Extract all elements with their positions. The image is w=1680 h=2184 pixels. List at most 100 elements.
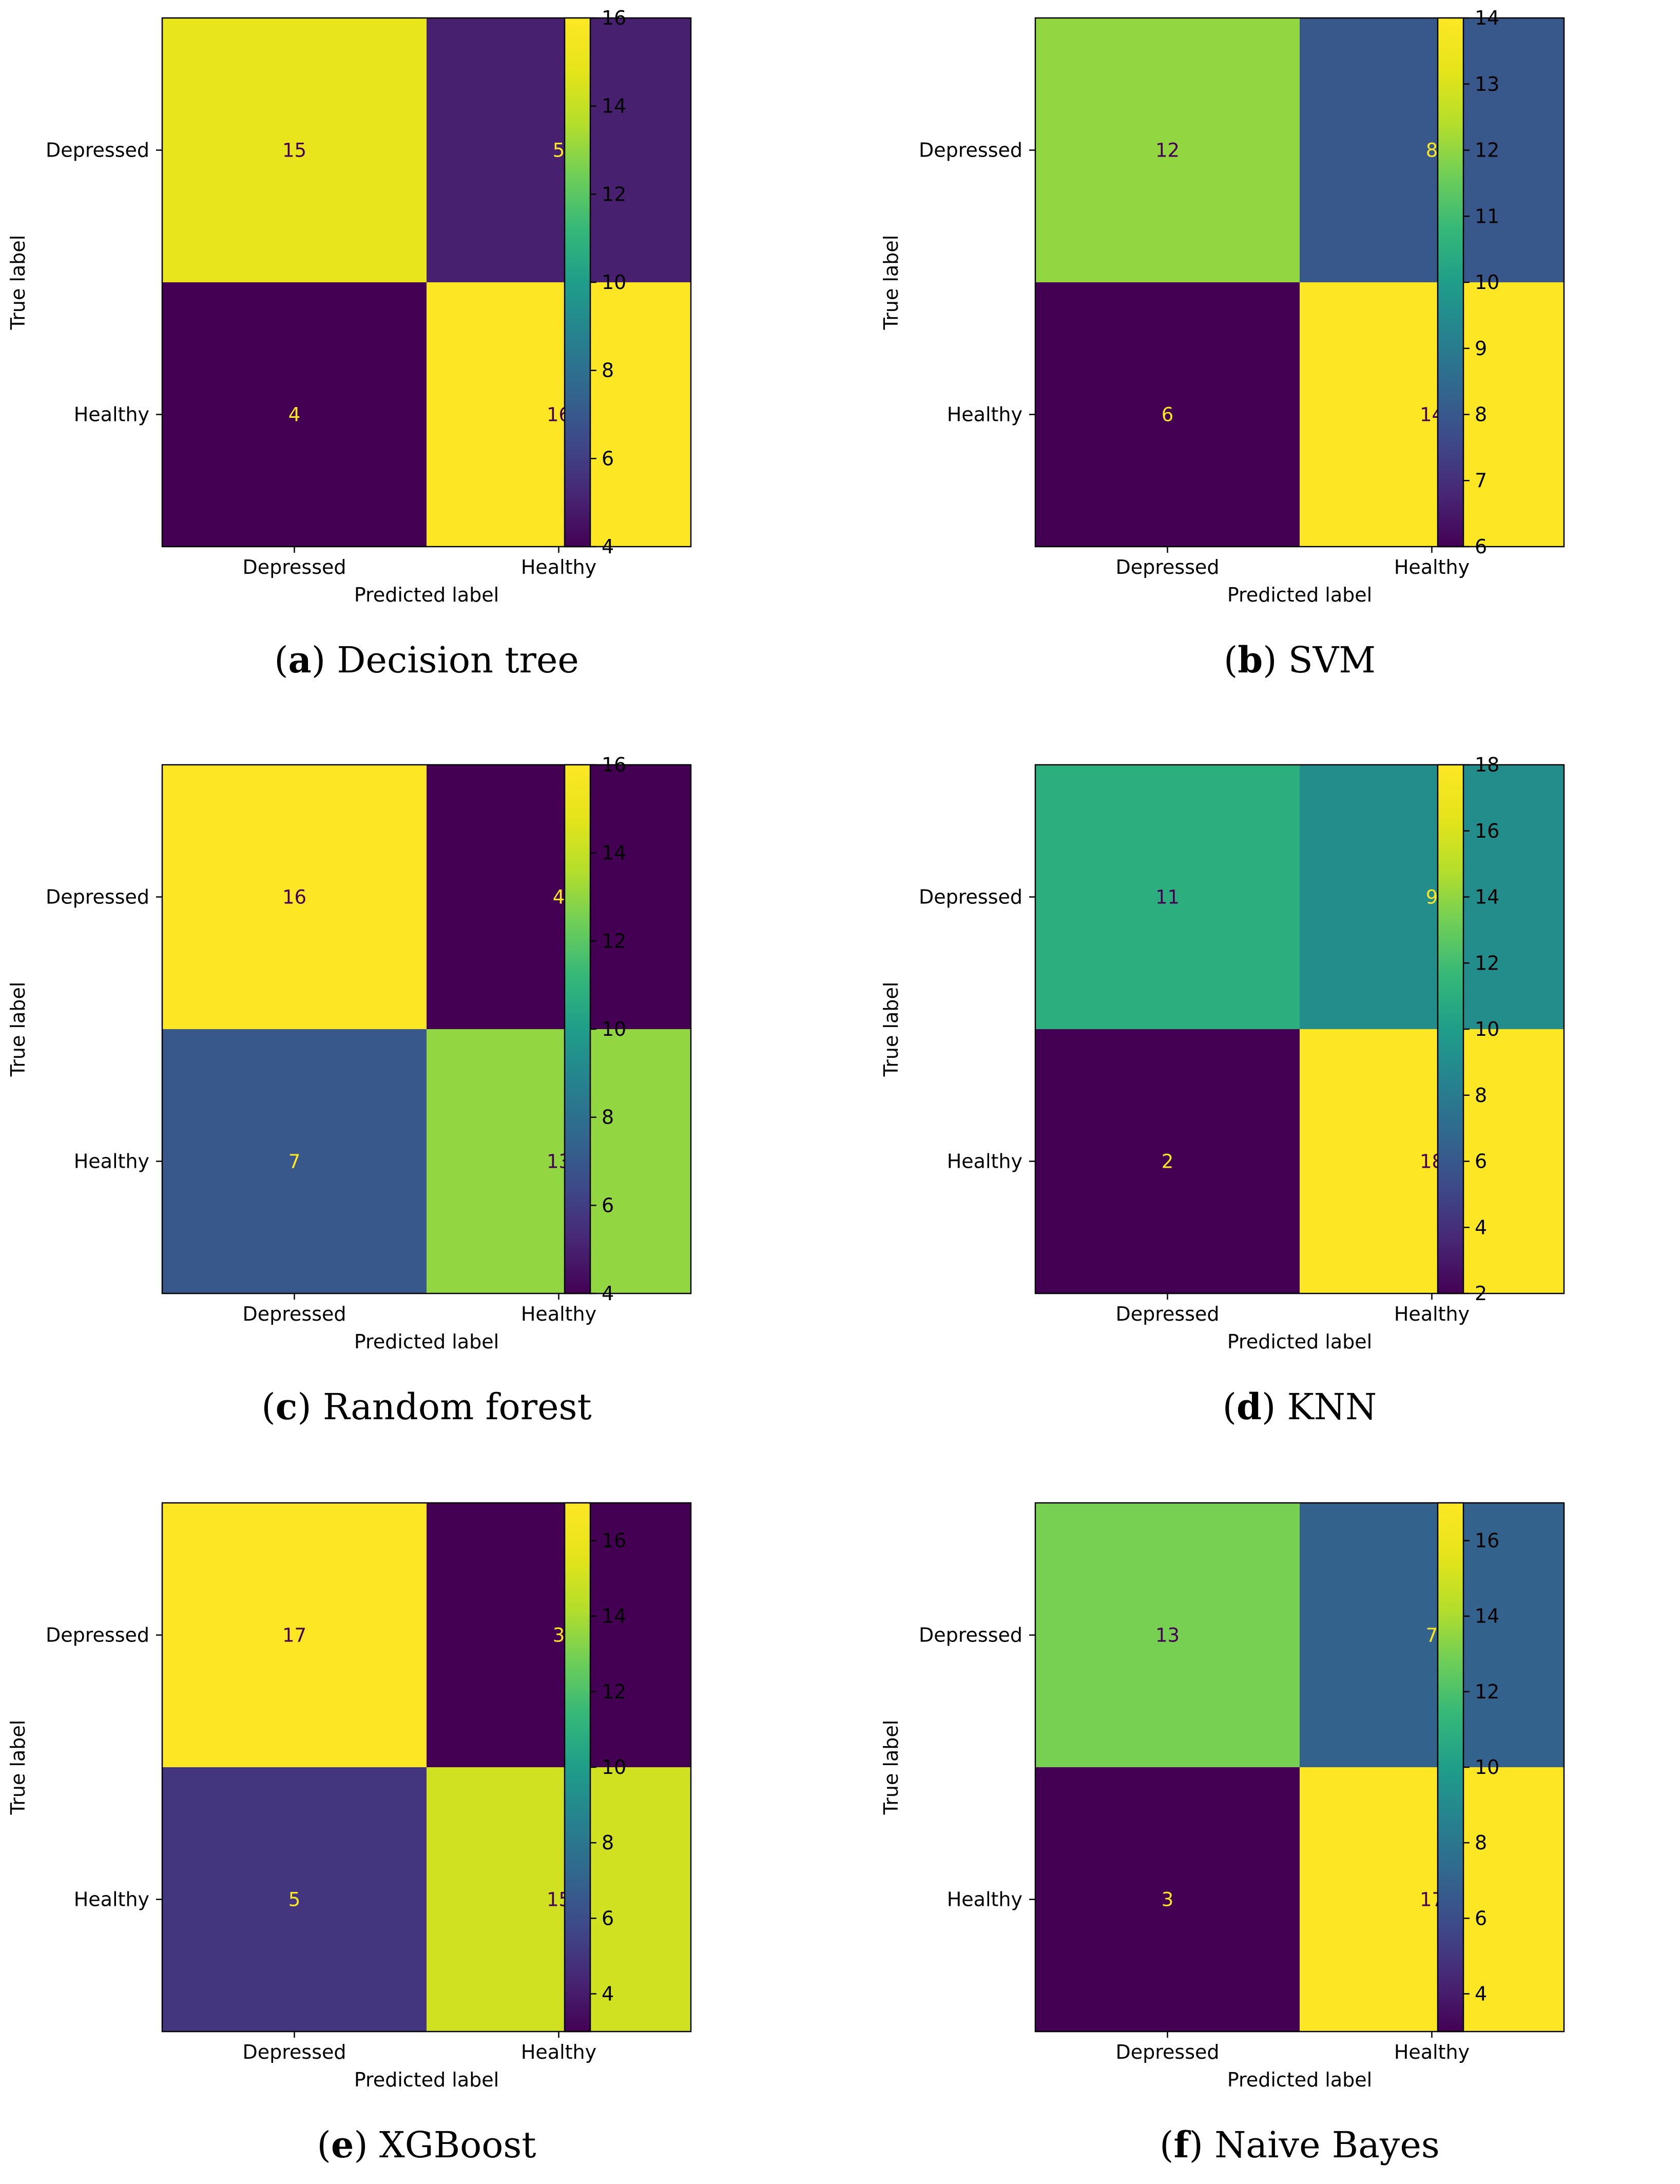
cell-value-label: 16 — [282, 886, 306, 909]
x-tick-label: Healthy — [521, 1303, 596, 1325]
caption-title: ) KNN — [1262, 1386, 1377, 1428]
caption-open-paren: ( — [317, 2124, 331, 2166]
matrix-cell — [1035, 765, 1300, 1029]
colorbar-tick-label: 12 — [1475, 1680, 1499, 1703]
colorbar-tick-label: 8 — [602, 1831, 614, 1854]
cell-value-label: 11 — [1155, 886, 1180, 909]
y-axis-label: True label — [7, 982, 29, 1077]
y-tick-label: Depressed — [919, 139, 1022, 162]
colorbar-tick-label: 6 — [602, 447, 614, 470]
x-tick-label: Healthy — [1394, 2041, 1470, 2063]
plot-frame — [161, 17, 692, 548]
x-axis-label: Predicted label — [1227, 1330, 1372, 1353]
confusion-matrix-d: 11 9 2 18 Depressed Healthy Depressed Healthy Pr… — [880, 753, 1565, 1428]
matrix-cell — [427, 282, 691, 547]
colorbar-tick-label: 4 — [602, 1982, 614, 2005]
colorbar-tick-label: 10 — [1475, 1756, 1499, 1779]
matrix-cell — [1035, 1767, 1300, 2032]
colorbar — [1437, 1502, 1464, 2033]
colorbar-tick-label: 6 — [1475, 1907, 1487, 1929]
matrix-cell — [1035, 18, 1300, 282]
matrix-cell — [427, 1029, 691, 1293]
colorbar-tick-label: 12 — [1475, 139, 1499, 162]
y-tick-label: Depressed — [46, 139, 149, 162]
caption-letter: a — [288, 639, 312, 681]
matrix-cell — [162, 1767, 427, 2032]
x-tick-label: Healthy — [521, 2041, 596, 2063]
caption-letter: d — [1237, 1385, 1262, 1428]
cell-value-label: 13 — [1155, 1625, 1180, 1647]
y-tick-label: Healthy — [947, 403, 1022, 426]
colorbar — [1437, 764, 1464, 1294]
colorbar-tick-label: 16 — [602, 7, 626, 29]
caption-title: ) Naive Bayes — [1189, 2124, 1440, 2166]
caption-open-paren: ( — [274, 639, 288, 681]
y-tick-label: Depressed — [919, 886, 1022, 909]
y-tick-label: Healthy — [947, 1888, 1022, 1911]
cell-value-label: 17 — [282, 1625, 306, 1647]
matrix-cell — [1035, 1503, 1300, 1767]
plot-frame — [1034, 17, 1565, 548]
subfigure-caption: (f) Naive Bayes — [1160, 2123, 1440, 2166]
subfigure-caption: (e) XGBoost — [317, 2123, 536, 2166]
colorbar-tick-label: 14 — [1475, 1605, 1499, 1628]
matrix-cell — [162, 765, 427, 1029]
colorbar-tick-label: 8 — [602, 359, 614, 382]
matrix-cell — [162, 1029, 427, 1293]
colorbar-tick-label: 14 — [602, 1605, 626, 1628]
matrix-cell — [427, 765, 691, 1029]
subfigure-caption: (b) SVM — [1224, 639, 1376, 681]
cell-value-label: 5 — [288, 1889, 301, 1911]
colorbar-tick-label: 12 — [1475, 952, 1499, 974]
cell-value-label: 7 — [288, 1151, 301, 1173]
x-tick-label: Depressed — [242, 2041, 346, 2063]
colorbar — [1437, 17, 1464, 548]
colorbar-tick-label: 14 — [602, 95, 626, 118]
colorbar — [564, 1502, 591, 2033]
cell-value-label: 7 — [1426, 1625, 1438, 1647]
y-axis-label: True label — [7, 1720, 29, 1815]
colorbar-tick-label: 4 — [602, 1282, 614, 1305]
x-tick-label: Depressed — [242, 1303, 346, 1325]
subfigure-caption: (d) KNN — [1223, 1385, 1377, 1428]
colorbar-tick-label: 14 — [1475, 7, 1499, 29]
colorbar-tick-label: 16 — [1475, 1530, 1499, 1552]
x-axis-label: Predicted label — [354, 1330, 499, 1353]
colorbar-tick-label: 8 — [1475, 1084, 1487, 1107]
caption-letter: e — [331, 2123, 354, 2166]
caption-letter: b — [1238, 639, 1263, 681]
cell-value-label: 9 — [1426, 886, 1438, 909]
caption-open-paren: ( — [261, 1386, 275, 1428]
x-axis-label: Predicted label — [354, 584, 499, 606]
caption-title: ) XGBoost — [354, 2124, 536, 2166]
colorbar — [564, 17, 591, 548]
colorbar-tick-label: 8 — [1475, 1831, 1487, 1854]
colorbar-tick-label: 6 — [1475, 1150, 1487, 1173]
colorbar-tick-label: 10 — [602, 271, 626, 294]
colorbar-tick-label: 13 — [1475, 73, 1499, 95]
colorbar-tick-label: 4 — [1475, 1216, 1487, 1239]
cell-value-label: 6 — [1162, 404, 1174, 426]
colorbar-tick-label: 12 — [602, 930, 626, 952]
colorbar-tick-label: 12 — [602, 183, 626, 205]
colorbar-tick-label: 16 — [1475, 820, 1499, 842]
colorbar-tick-label: 2 — [1475, 1282, 1487, 1305]
y-tick-label: Depressed — [46, 886, 149, 909]
caption-letter: c — [276, 1385, 298, 1428]
colorbar-tick-label: 14 — [602, 842, 626, 864]
matrix-cell — [1035, 1029, 1300, 1293]
cell-value-label: 8 — [1426, 140, 1438, 162]
y-tick-label: Depressed — [46, 1624, 149, 1647]
y-tick-label: Healthy — [74, 403, 149, 426]
cell-value-label: 2 — [1162, 1151, 1174, 1173]
y-tick-label: Healthy — [947, 1150, 1022, 1173]
x-tick-label: Healthy — [1394, 1303, 1470, 1325]
y-tick-label: Healthy — [74, 1150, 149, 1173]
plot-frame — [161, 1502, 692, 2033]
cell-value-label: 3 — [553, 1625, 565, 1647]
subfigure-caption: (c) Random forest — [261, 1385, 591, 1428]
matrix-cell — [1300, 282, 1564, 547]
